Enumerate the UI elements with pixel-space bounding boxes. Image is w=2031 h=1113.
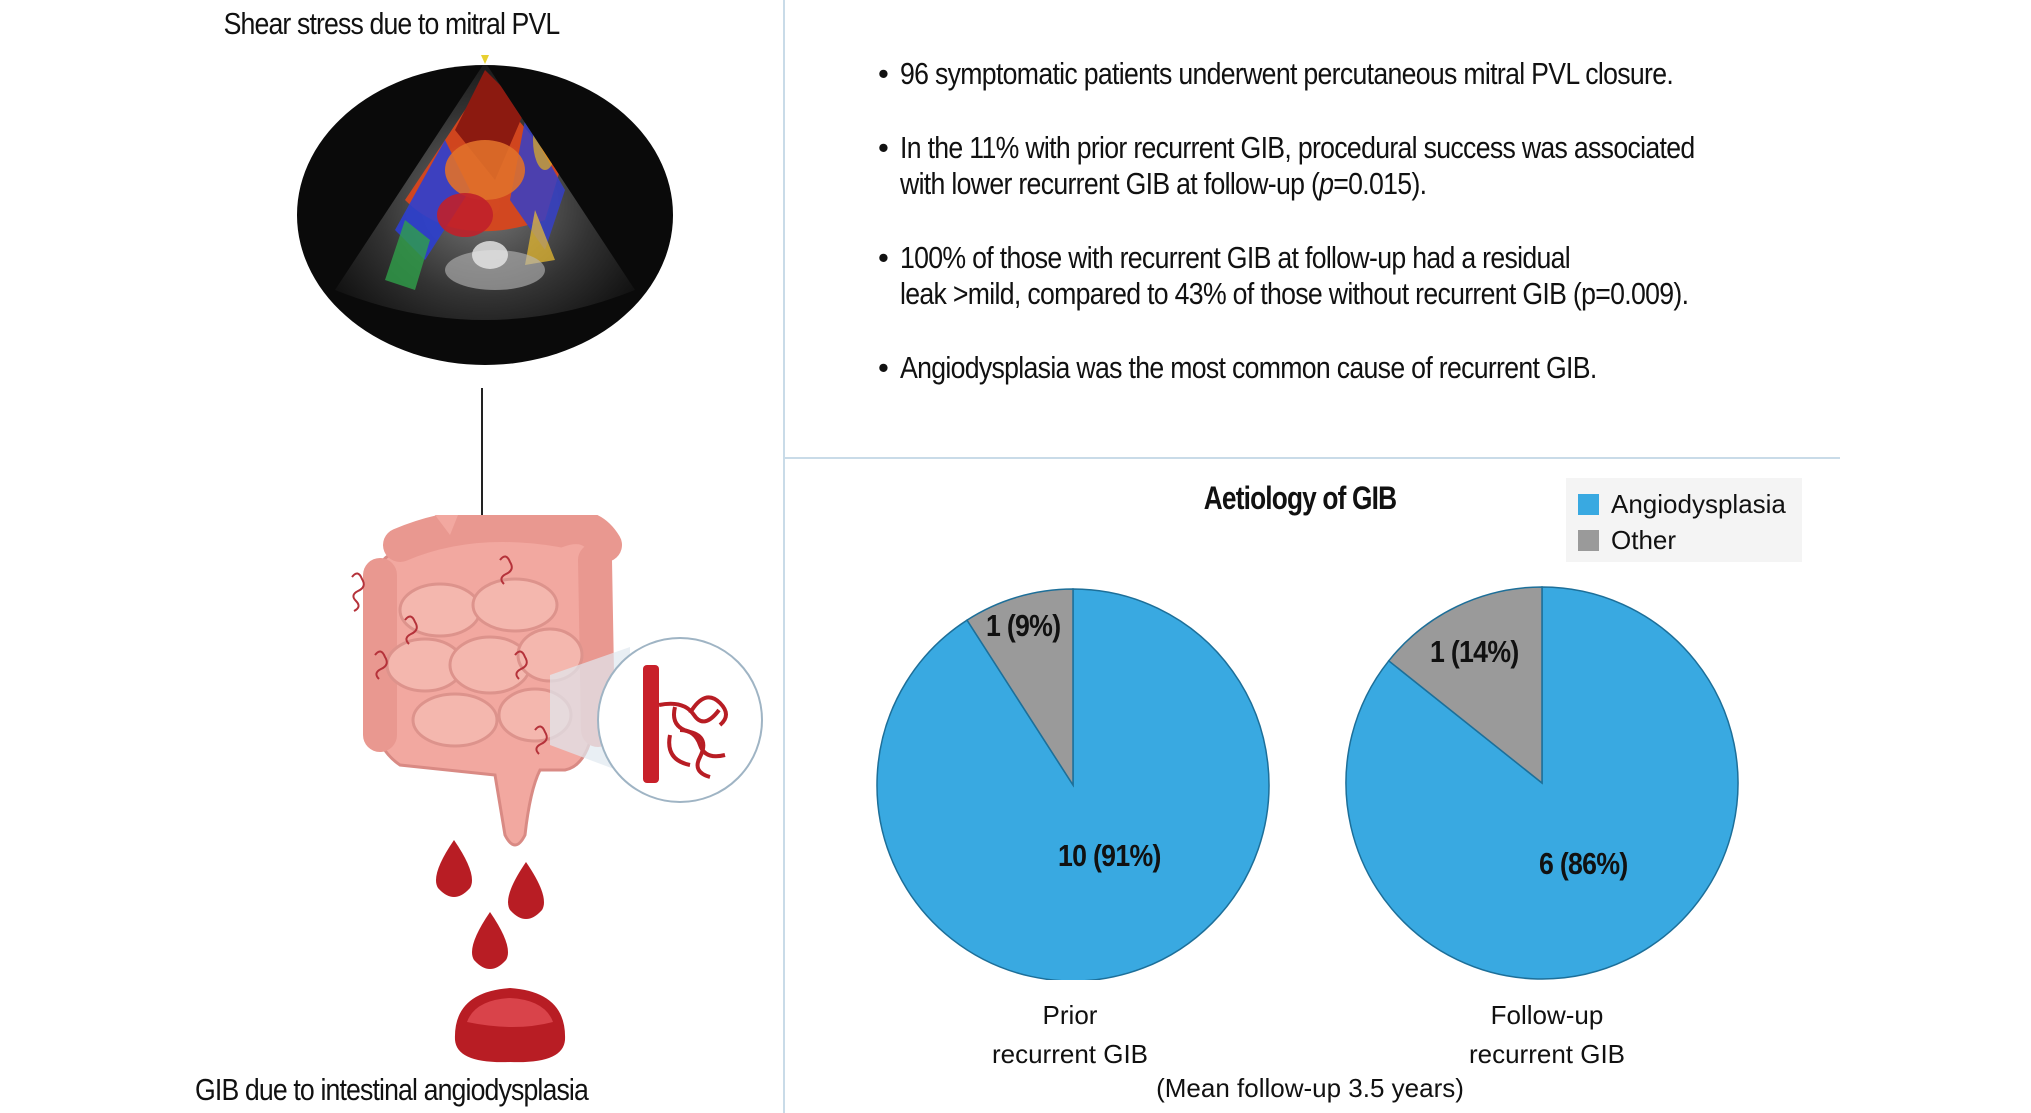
chart-legend: Angiodysplasia Other [1566,478,1802,562]
bullet-line: with lower recurrent GIB at follow-up ( [900,166,1320,201]
pie2-caption-line1: Follow-up [1490,1000,1604,1030]
legend-item-angiodysplasia: Angiodysplasia [1578,488,1786,520]
legend-label: Angiodysplasia [1611,488,1786,519]
bullet-line: In the 11% with prior recurrent GIB, pro… [900,130,1695,165]
pie1-slice-other [965,588,1074,788]
findings-list: • 96 symptomatic patients underwent perc… [878,56,1808,424]
pie1-slice-angiodysplasia [876,588,1270,980]
chart-title: Aetiology of GIB [1203,480,1397,516]
bullet-item: • In the 11% with prior recurrent GIB, p… [878,130,1808,202]
pie2-caption: Follow-up recurrent GIB [1397,996,1697,1074]
bullet-text: Angiodysplasia was the most common cause… [900,350,1597,385]
pie1-slice-label-other: 1 (9%) [986,608,1061,643]
pie1-caption-line2: recurrent GIB [991,1039,1149,1069]
legend-item-other: Other [1578,524,1676,556]
bullet-item: • Angiodysplasia was the most common cau… [878,350,1808,386]
follow-up-footnote: (Mean follow-up 3.5 years) [1156,1073,1464,1103]
horizontal-divider [785,457,1840,459]
bullet-line-end: =0.015). [1333,166,1427,201]
bullet-line: 100% of those with recurrent GIB at foll… [900,240,1571,275]
echo-title: Shear stress due to mitral PVL [223,6,561,41]
vertical-divider [783,0,785,1113]
legend-label: Other [1611,524,1677,555]
bullet-dot: • [878,350,889,385]
pie2-slice-label-other: 1 (14%) [1430,634,1519,669]
blood-drops-icon [436,840,544,969]
pie-charts [876,586,1739,980]
bullet-dot: • [878,56,889,91]
pie1-slice-label-angiodysplasia: 10 (91%) [1058,838,1161,873]
bullet-line: leak >mild, compared to 43% of those wit… [900,276,1689,311]
p-symbol: p [1319,166,1334,201]
pie2-slice-label-angiodysplasia: 6 (86%) [1539,846,1628,881]
angiodysplasia-zoom-icon [550,637,763,803]
bullet-text: In the 11% with prior recurrent GIB, pro… [900,130,1829,202]
bullet-item: • 100% of those with recurrent GIB at fo… [878,240,1808,312]
bullet-text: 100% of those with recurrent GIB at foll… [900,240,1829,312]
pie1-caption-line1: Prior [1042,1000,1098,1030]
bullet-item: • 96 symptomatic patients underwent perc… [878,56,1808,92]
echo-image [297,55,673,365]
pie1-caption: Prior recurrent GIB [920,996,1220,1074]
pie2-slice-other [1387,586,1543,785]
bullet-text: 96 symptomatic patients underwent percut… [900,56,1674,91]
legend-swatch-angiodysplasia [1578,493,1599,515]
bullet-dot: • [878,130,889,165]
arrow-down-icon [476,388,488,532]
bullet-dot: • [878,240,889,275]
legend-swatch-other [1578,529,1599,551]
pie2-caption-line2: recurrent GIB [1468,1039,1626,1069]
gib-caption: GIB due to intestinal angiodysplasia [195,1072,589,1107]
blood-pool-icon [454,988,566,1063]
